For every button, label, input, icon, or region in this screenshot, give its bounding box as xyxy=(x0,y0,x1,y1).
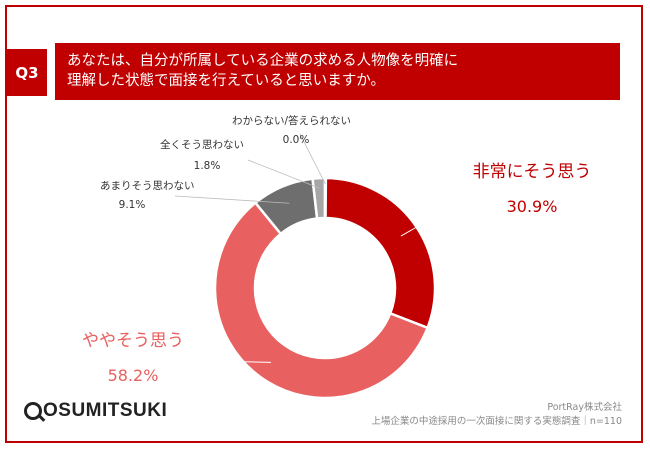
leader-notmuch xyxy=(174,195,290,204)
label-somewhat: ややそう思う xyxy=(82,331,184,351)
leader-very xyxy=(400,215,437,237)
value-label-notmuch: 9.1% xyxy=(119,199,146,211)
leader-unknown xyxy=(299,133,326,185)
value-label-somewhat: 58.2% xyxy=(108,366,159,385)
leader-somewhat xyxy=(167,359,271,363)
footer-company: PortRay株式会社 xyxy=(547,402,622,413)
magnifier-icon xyxy=(24,402,42,420)
label-notmuch: あまりそう思わない xyxy=(100,180,195,192)
question-badge: Q3 xyxy=(7,49,47,96)
slice-unknown xyxy=(323,176,328,220)
slice-somewhat xyxy=(213,201,430,400)
question-box: あなたは、自分が所属している企業の求める人物像を明確に 理解した状態で面接を行え… xyxy=(55,43,620,100)
value-label-very: 30.9% xyxy=(507,197,558,216)
footer-source: PortRay株式会社 上場企業の中途採用の一次面接に関する実態調査｜n=110 xyxy=(371,401,622,429)
footer-survey: 上場企業の中途採用の一次面接に関する実態調査｜n=110 xyxy=(371,416,622,427)
question-line-1: あなたは、自分が所属している企業の求める人物像を明確に xyxy=(67,53,459,69)
logo-text: OSUMITSUKI xyxy=(43,400,168,421)
leader-notatall xyxy=(247,159,320,189)
donut-slices xyxy=(213,176,437,400)
leader-lines xyxy=(167,133,437,363)
osumitsuki-logo: OSUMITSUKI xyxy=(24,397,167,425)
label-notatall: 全くそう思わない xyxy=(160,138,244,151)
question-line-2: 理解した状態で面接を行えていると思いますか。 xyxy=(67,73,385,89)
value-label-notatall: 1.8% xyxy=(194,160,221,172)
label-very: 非常にそう思う xyxy=(473,162,592,182)
slice-very xyxy=(323,176,437,330)
label-unknown: わからない/答えられない xyxy=(232,114,351,127)
value-label-unknown: 0.0% xyxy=(283,134,310,146)
